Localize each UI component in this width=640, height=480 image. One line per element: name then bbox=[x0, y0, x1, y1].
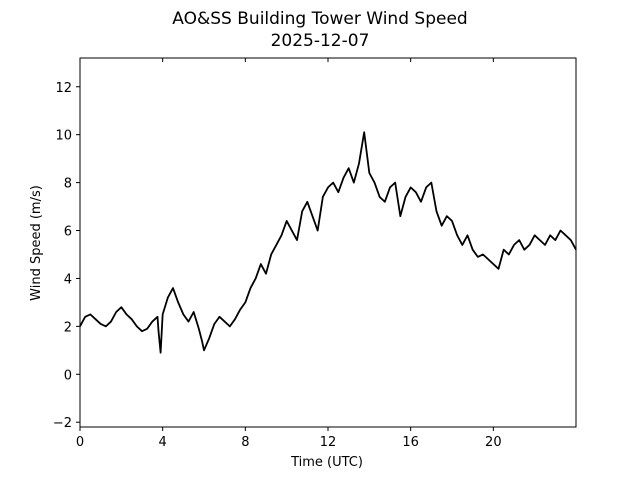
chart-subtitle: 2025-12-07 bbox=[271, 31, 370, 51]
y-tick-label-2: 2 bbox=[64, 320, 72, 335]
chart-title: AO&SS Building Tower Wind Speed bbox=[172, 9, 467, 29]
y-tick-label-0: 0 bbox=[64, 368, 72, 383]
y-tick-label-6: 6 bbox=[64, 225, 72, 240]
y-tick-label-12: 12 bbox=[55, 81, 72, 96]
x-tick-label-16: 16 bbox=[402, 435, 419, 450]
x-tick-label-8: 8 bbox=[241, 435, 249, 450]
series-line-0 bbox=[79, 131, 577, 354]
x-tick-label-0: 0 bbox=[76, 435, 84, 450]
x-tick-label-12: 12 bbox=[320, 435, 337, 450]
plot-frame bbox=[79, 57, 577, 428]
y-tick-label-4: 4 bbox=[64, 272, 72, 287]
x-tick-label-4: 4 bbox=[159, 435, 167, 450]
y-tick-label--2: −2 bbox=[53, 416, 72, 431]
y-axis-label: Wind Speed (m/s) bbox=[29, 185, 44, 301]
x-axis-label: Time (UTC) bbox=[290, 455, 363, 470]
plot-area: 0 4 8 12 16 20 −2 0 2 4 6 8 10 12 bbox=[53, 57, 577, 450]
y-tick-label-8: 8 bbox=[64, 177, 72, 192]
x-tick-label-20: 20 bbox=[485, 435, 502, 450]
y-tick-label-10: 10 bbox=[55, 129, 72, 144]
